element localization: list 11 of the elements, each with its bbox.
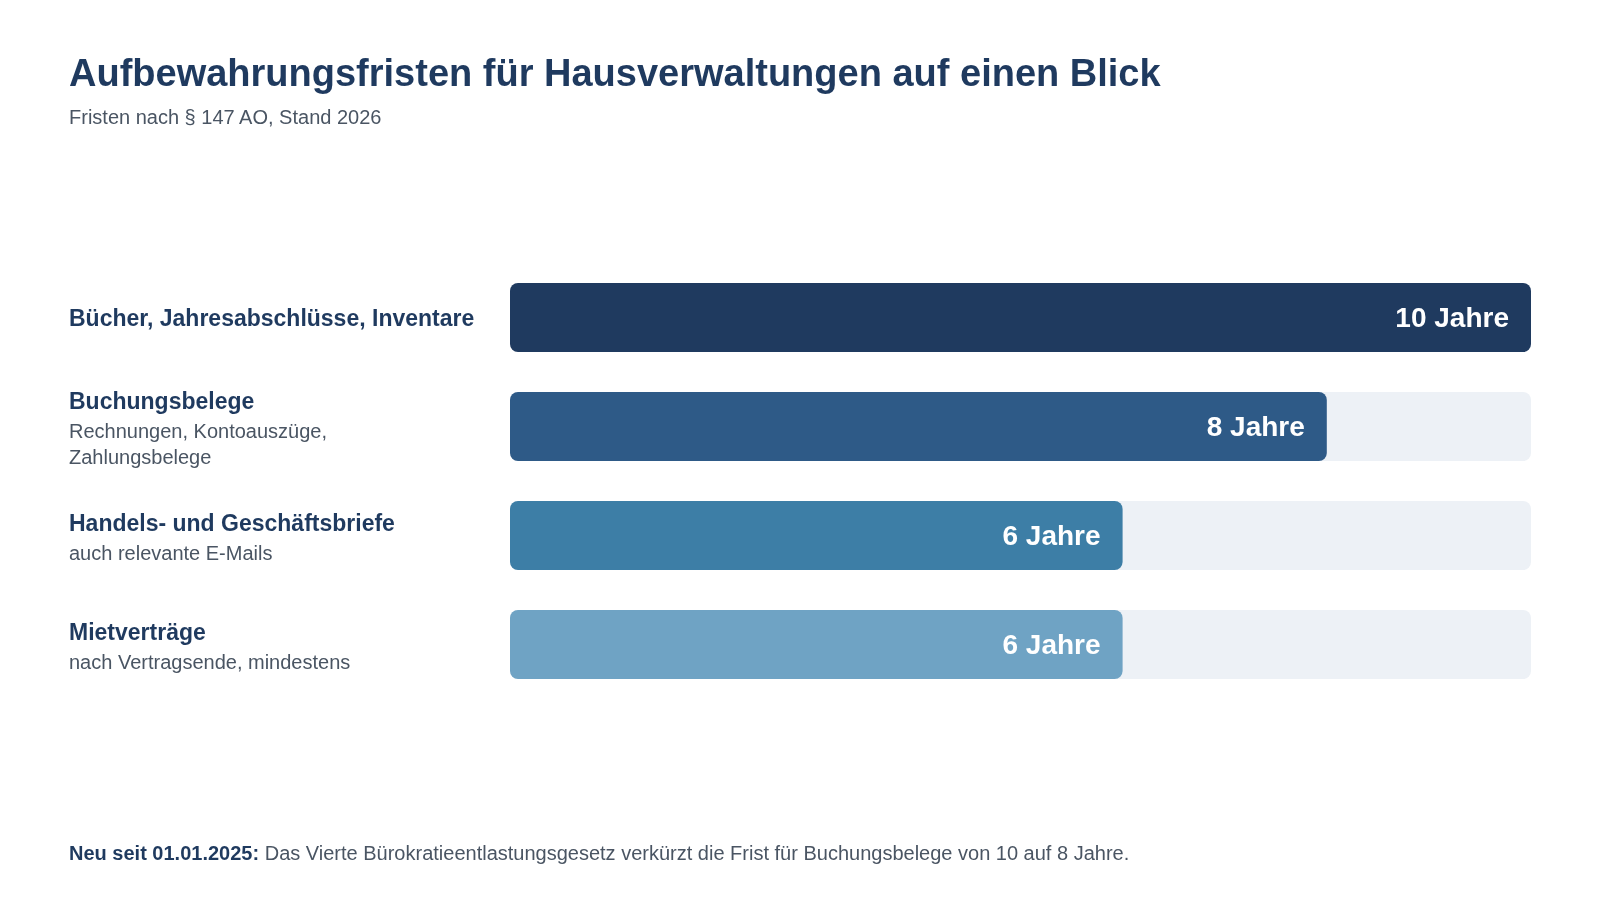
- data-label: 6 Jahre: [1002, 520, 1101, 552]
- chart-title: Aufbewahrungsfristen für Hausverwaltungen auf einen Blick: [69, 52, 1162, 94]
- text: Fristen nach § 147 AO, Stand 2026: [69, 106, 382, 128]
- data-label: 10 Jahre: [1395, 302, 1509, 334]
- y-tick-label: Buchungsbelege Rechnungen, Kontoauszüge, Zahlungsbelege: [69, 387, 327, 468]
- data-label: 8 Jahre: [1206, 411, 1305, 443]
- y-tick-label: Handels- und Geschäftsbriefe auch relevante E-Mails: [69, 509, 395, 564]
- data-label: 6 Jahre: [1002, 629, 1101, 661]
- y-tick-label: Mietverträge nach Vertragsende, mindestens: [69, 618, 351, 673]
- y-tick-label: Bücher, Jahresabschlüsse, Inventare: [69, 304, 475, 331]
- text: Neu seit 01.01.2025: Das Vierte Bürokratieentlastungsgesetz verkürzt die Frist für Buchungsbelege von 10 auf 8 Jahre.: [69, 842, 1130, 864]
